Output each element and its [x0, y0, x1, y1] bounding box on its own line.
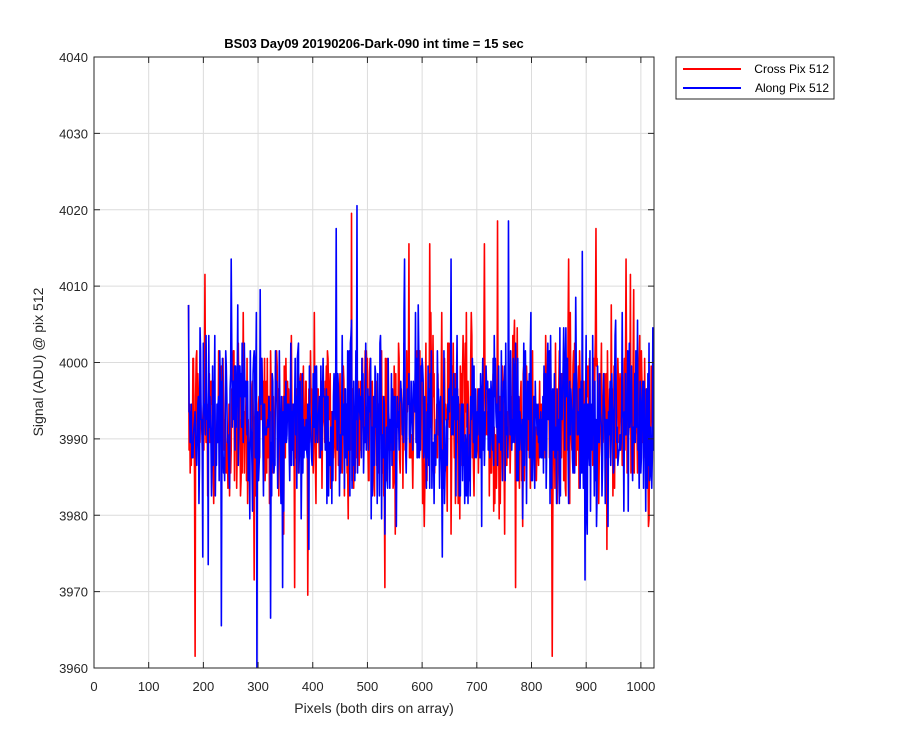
y-tick-label: 3980 — [59, 508, 88, 523]
plot-clip — [187, 204, 654, 668]
legend-label-along: Along Pix 512 — [755, 81, 829, 95]
x-axis-label: Pixels (both dirs on array) — [294, 700, 454, 716]
chart-title: BS03 Day09 20190206-Dark-090 int time = … — [224, 36, 524, 51]
legend: Cross Pix 512 Along Pix 512 — [675, 56, 835, 100]
y-axis-label: Signal (ADU) @ pix 512 — [30, 287, 46, 436]
x-tick-label: 300 — [247, 679, 269, 694]
y-tick-label: 4000 — [59, 356, 88, 371]
x-tick-label: 400 — [302, 679, 324, 694]
y-tick-label: 3970 — [59, 585, 88, 600]
y-tick-label: 3960 — [59, 661, 88, 676]
y-tick-label: 4020 — [59, 203, 88, 218]
y-tick-label: 4030 — [59, 126, 88, 141]
x-tick-label: 100 — [138, 679, 160, 694]
x-tick-label: 700 — [466, 679, 488, 694]
x-tick-label: 500 — [357, 679, 379, 694]
legend-label-cross: Cross Pix 512 — [754, 62, 829, 76]
x-tick-label: 900 — [575, 679, 597, 694]
x-tick-label: 600 — [411, 679, 433, 694]
y-tick-label: 3990 — [59, 432, 88, 447]
legend-box — [675, 56, 835, 100]
y-tick-label: 4010 — [59, 279, 88, 294]
x-tick-label: 0 — [90, 679, 97, 694]
x-tick-label: 1000 — [626, 679, 655, 694]
series-group — [187, 204, 654, 668]
x-tick-label: 200 — [193, 679, 215, 694]
tick-marks — [93, 56, 654, 669]
series-line-along-pix-512 — [187, 204, 654, 668]
x-tick-label: 800 — [521, 679, 543, 694]
y-tick-label: 4040 — [59, 50, 88, 65]
